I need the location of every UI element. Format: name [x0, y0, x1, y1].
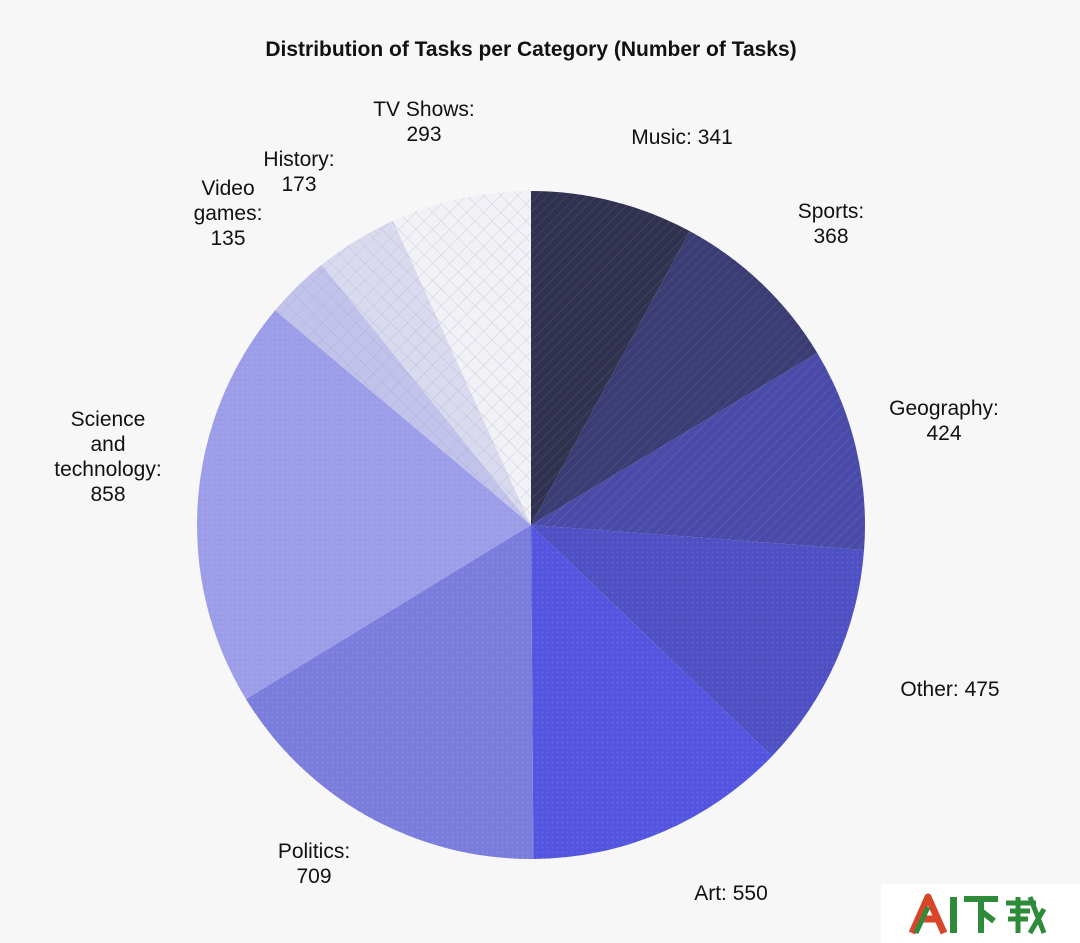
pie-slice-texture-5 — [531, 525, 773, 859]
slice-label-8: Video games: 135 — [194, 177, 263, 250]
slice-label-4: Other: 475 — [900, 678, 999, 701]
watermark-logo — [881, 884, 1080, 943]
slice-label-2: Sports: 368 — [798, 200, 865, 248]
slice-label-7: Science and technology: 858 — [54, 408, 161, 506]
chart-title: Distribution of Tasks per Category (Numb… — [265, 38, 796, 61]
pie-labels: Music: 341 Sports: 368 Geography: 424 Other: … — [54, 98, 999, 905]
pie-slice-texture-3 — [531, 352, 865, 550]
pie-slice-texture-10 — [393, 191, 531, 525]
pie-slice-texture-2 — [531, 231, 818, 525]
pie-slice-texture-9 — [321, 220, 531, 525]
pie-slice-texture-4 — [531, 525, 865, 757]
pie-slice-texture-6 — [245, 525, 534, 859]
pie-slices — [196, 191, 865, 859]
slice-label-6: Politics: 709 — [278, 840, 350, 888]
slice-label-9: History: 173 — [263, 148, 334, 196]
watermark-icon — [908, 893, 1046, 934]
pie-slice-texture-7 — [196, 310, 531, 700]
slice-label-3: Geography: 424 — [889, 397, 999, 445]
slice-label-5: Art: 550 — [694, 882, 768, 905]
pie-slice-texture-8 — [275, 264, 531, 525]
slice-label-10: TV Shows: 293 — [373, 98, 475, 146]
pie-slice-texture-1 — [531, 191, 690, 525]
slice-label-1: Music: 341 — [631, 126, 733, 149]
